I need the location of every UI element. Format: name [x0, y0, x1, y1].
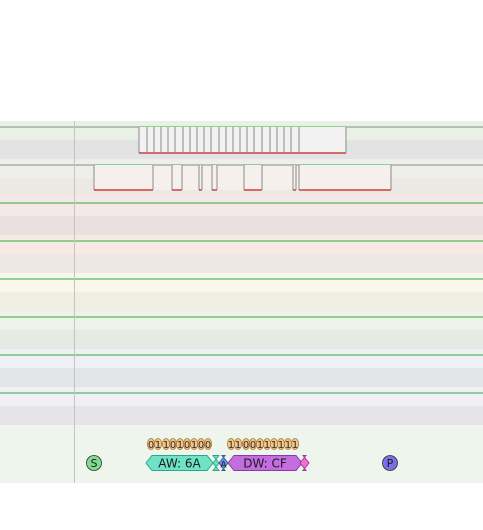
bit-value: 1 — [163, 440, 169, 451]
start-marker[interactable]: S — [86, 455, 102, 471]
bit-value: 0 — [243, 440, 249, 451]
address-write-frame-label: AW: 6A — [158, 457, 201, 471]
data-bit[interactable]: 0 — [248, 438, 257, 452]
data-bit[interactable]: 1 — [226, 438, 235, 452]
lane-ch6 — [0, 349, 483, 387]
lane-ch5 — [0, 311, 483, 349]
data-bit[interactable]: 1 — [255, 438, 264, 452]
bit-value: 0 — [148, 440, 154, 451]
label-column-divider — [74, 121, 75, 483]
signal-traces — [0, 126, 483, 191]
bit-value: 0 — [205, 440, 211, 451]
i2c-decoder-row[interactable]: 0 1 1 0 1 0 1 0 0 1 1 0 0 1 1 1 1 1 1AW: 6A A DW: CFS P — [86, 438, 398, 471]
address-bit[interactable]: 0 — [182, 438, 191, 452]
rw-bit[interactable]: 0 — [203, 438, 212, 452]
address-bit[interactable]: 1 — [189, 438, 198, 452]
bit-value: 1 — [177, 440, 183, 451]
address-bit[interactable]: 0 — [196, 438, 205, 452]
data-bit[interactable]: 1 — [283, 438, 292, 452]
stop-marker-label: P — [387, 457, 394, 470]
lane-ch3 — [0, 235, 483, 273]
address-bit[interactable]: 1 — [175, 438, 184, 452]
data-bit[interactable]: 1 — [233, 438, 242, 452]
bit-value: 1 — [191, 440, 197, 451]
bit-value: 1 — [278, 440, 284, 451]
bit-value: 0 — [250, 440, 256, 451]
bit-value: 1 — [292, 440, 298, 451]
stop-marker[interactable]: P — [382, 455, 398, 471]
address-write-frame[interactable]: AW: 6A — [145, 455, 214, 471]
lane-ch4 — [0, 273, 483, 311]
lane-decoder — [0, 425, 483, 483]
bit-value: 0 — [184, 440, 190, 451]
bit-value: 1 — [285, 440, 291, 451]
bit-value: 1 — [257, 440, 263, 451]
data-bit[interactable]: 1 — [276, 438, 285, 452]
bit-value: 1 — [235, 440, 241, 451]
data-write-frame-label: DW: CF — [243, 457, 287, 471]
lane-ch7 — [0, 387, 483, 425]
address-bit[interactable]: 1 — [161, 438, 170, 452]
lane-ch2 — [0, 197, 483, 235]
address-bit[interactable]: 0 — [146, 438, 155, 452]
data-write-frame[interactable]: DW: CF — [227, 455, 303, 471]
start-marker-label: S — [91, 457, 98, 470]
sda-trace — [0, 164, 483, 191]
bit-value: 0 — [198, 440, 204, 451]
scl-trace — [0, 126, 483, 154]
address-bit[interactable]: 1 — [153, 438, 162, 452]
address-bit[interactable]: 0 — [168, 438, 177, 452]
bit-value: 0 — [170, 440, 176, 451]
data-bit[interactable]: 1 — [290, 438, 299, 452]
nack-frame[interactable] — [299, 455, 310, 471]
data-bit[interactable]: 1 — [262, 438, 271, 452]
ack-frame-label: A — [220, 461, 227, 471]
bit-value: 1 — [228, 440, 234, 451]
bit-value: 1 — [264, 440, 270, 451]
data-bit[interactable]: 0 — [241, 438, 250, 452]
data-bit[interactable]: 1 — [269, 438, 278, 452]
bit-value: 1 — [271, 440, 277, 451]
bit-value: 1 — [155, 440, 161, 451]
